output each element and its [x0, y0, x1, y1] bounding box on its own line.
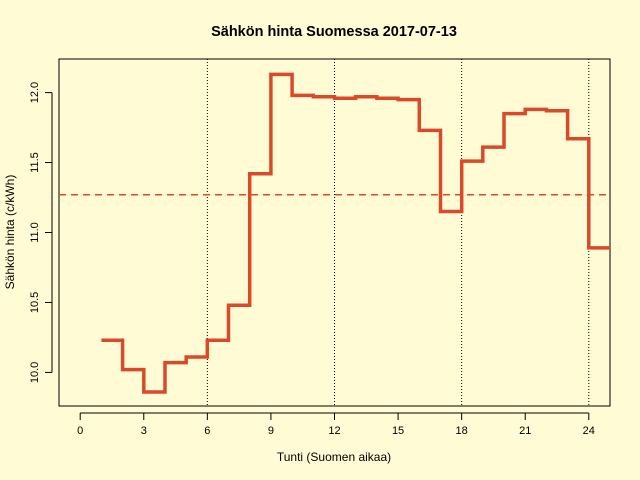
y-tick-label: 11.5 [29, 152, 41, 173]
y-tick-label: 10.5 [29, 292, 41, 313]
y-axis: 10.0 10.5 11.0 11.5 12.0 [29, 82, 53, 383]
price-step-line [101, 72, 610, 394]
x-axis: 0 3 6 9 12 15 18 21 24 [77, 412, 595, 437]
y-tick-label: 10.0 [29, 362, 41, 383]
x-tick-label: 18 [456, 425, 468, 437]
x-tick-label: 24 [583, 425, 595, 437]
chart-title: Sähkön hinta Suomessa 2017-07-13 [211, 24, 457, 40]
x-tick-label: 0 [77, 425, 83, 437]
x-axis-label: Tunti (Suomen aikaa) [277, 450, 391, 464]
x-tick-label: 15 [392, 425, 404, 437]
y-tick-label: 11.0 [29, 222, 41, 243]
x-tick-label: 12 [328, 425, 340, 437]
y-tick-label: 12.0 [29, 82, 41, 103]
reference-lines [206, 59, 590, 406]
x-tick-label: 21 [519, 425, 531, 437]
y-axis-label: Sähkön hinta (c/kWh) [3, 175, 17, 290]
x-tick-label: 9 [268, 425, 274, 437]
x-tick-label: 3 [141, 425, 147, 437]
x-tick-label: 6 [204, 425, 210, 437]
series-group [101, 72, 610, 394]
